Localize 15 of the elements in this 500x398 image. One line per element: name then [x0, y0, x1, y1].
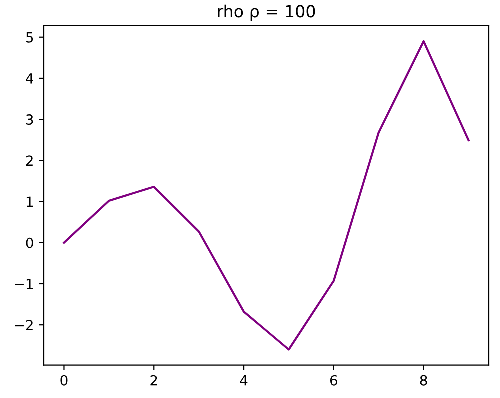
x-tick-label: 2: [150, 375, 158, 386]
x-tick-label: 4: [240, 376, 248, 386]
y-tick-label: 3: [26, 114, 34, 126]
y-tick-label: 4: [26, 74, 34, 84]
y-tick-label: 1: [26, 196, 33, 208]
line-series: [63, 40, 470, 351]
y-tick-label: 2: [26, 156, 33, 166]
y-tick-label: 0: [26, 238, 34, 248]
x-tick-label: 6: [330, 375, 338, 386]
chart-title: rho ρ = 100: [218, 4, 316, 22]
y-tick-label: −2: [15, 320, 33, 330]
y-tick-label: −1: [15, 279, 33, 290]
y-tick-label: 5: [26, 32, 34, 43]
x-tick-label: 8: [420, 375, 428, 386]
x-tick-label: 0: [60, 375, 68, 386]
